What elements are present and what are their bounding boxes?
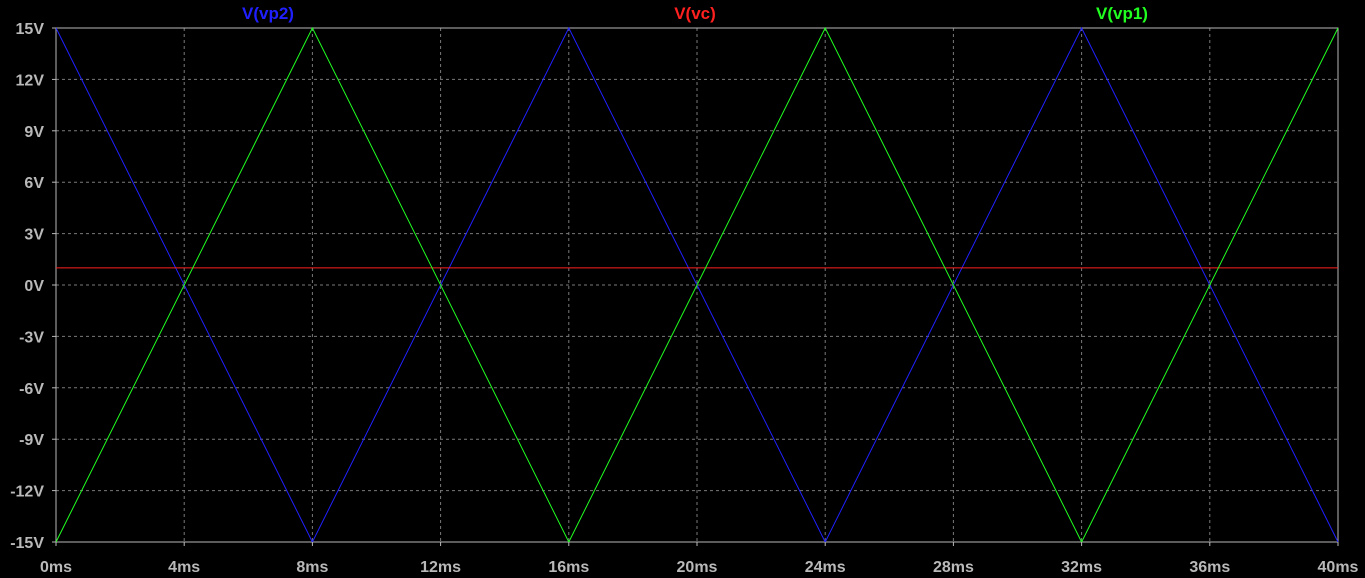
x-tick-label: 0ms <box>40 559 72 576</box>
y-tick-label: 15V <box>16 21 45 38</box>
legend: V(vp2) V(vc) V(vp1) <box>242 4 1148 23</box>
y-tick-label: 0V <box>24 278 44 295</box>
x-tick-label: 20ms <box>677 559 718 576</box>
y-tick-label: -12V <box>10 484 44 501</box>
legend-label-0[interactable]: V(vp2) <box>242 4 294 23</box>
x-tick-label: 4ms <box>168 559 200 576</box>
y-tick-label: -3V <box>19 329 44 346</box>
x-tick-label: 32ms <box>1061 559 1102 576</box>
series-line-2 <box>55 26 1339 544</box>
x-tick-label: 28ms <box>933 559 974 576</box>
series-layer <box>55 26 1339 544</box>
x-tick-label: 8ms <box>296 559 328 576</box>
x-tick-label: 16ms <box>548 559 589 576</box>
y-tick-label: -9V <box>19 432 44 449</box>
x-tick-label: 40ms <box>1318 559 1359 576</box>
y-tick-label: 12V <box>16 72 45 89</box>
x-tick-label: 12ms <box>420 559 461 576</box>
grid <box>56 28 1338 542</box>
x-tick-label: 36ms <box>1189 559 1230 576</box>
y-tick-label: 6V <box>24 175 44 192</box>
y-tick-label: -15V <box>10 535 44 552</box>
legend-label-1[interactable]: V(vc) <box>674 4 716 23</box>
x-tick-label: 24ms <box>805 559 846 576</box>
x-axis-tick-labels: 0ms 4ms 8ms 12ms 16ms 20ms 24ms 28ms 32ms 36ms 40m… <box>40 542 1359 576</box>
legend-label-2[interactable]: V(vp1) <box>1096 4 1148 23</box>
y-axis-tick-labels: 15V 12V 9V 6V 3V 0V -3V -6V -9V -12V -15V <box>10 21 56 552</box>
y-tick-label: 9V <box>24 124 44 141</box>
y-tick-label: 3V <box>24 227 44 244</box>
y-tick-label: -6V <box>19 381 44 398</box>
